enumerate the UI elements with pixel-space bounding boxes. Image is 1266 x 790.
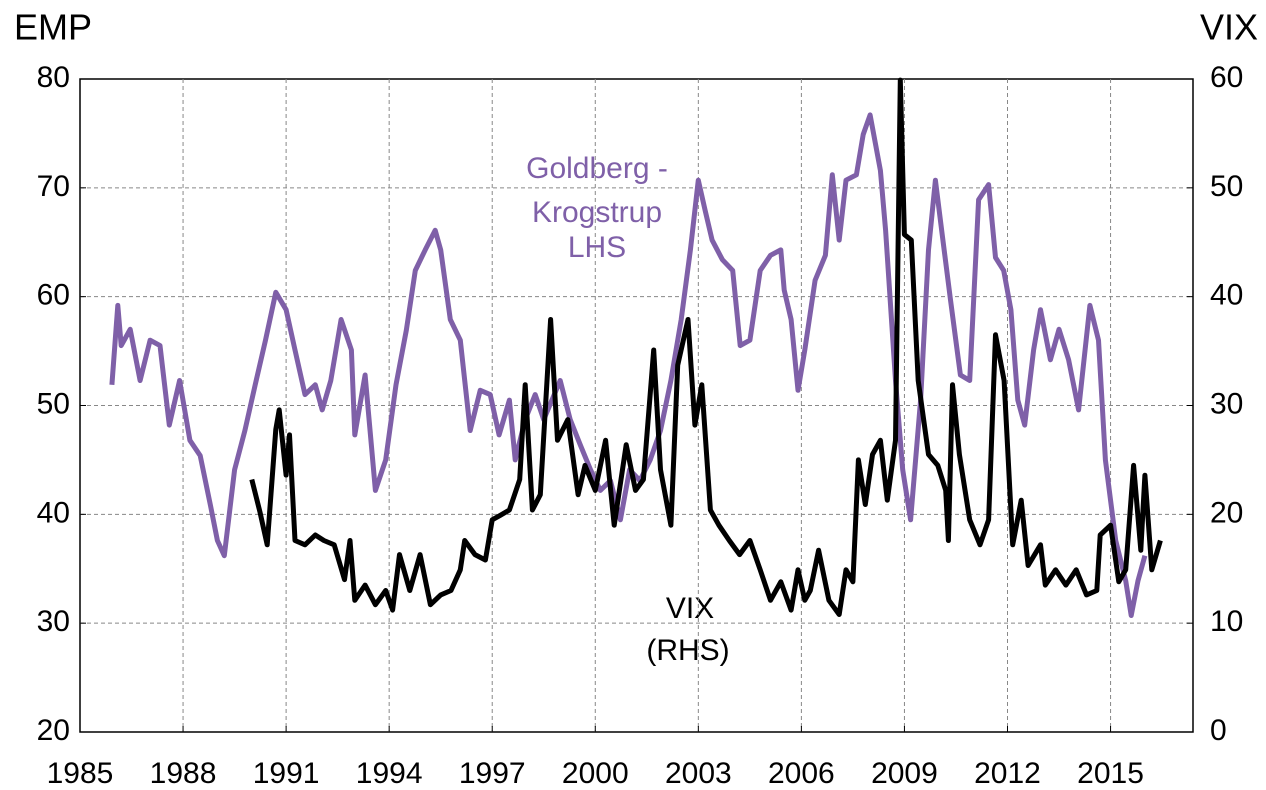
x-tick-label: 1994 — [356, 757, 423, 790]
y-tick-label: 80 — [37, 61, 70, 94]
y-tick-label: 50 — [37, 387, 70, 420]
y-axis-title: EMP — [14, 7, 92, 48]
x-tick-label: 1988 — [150, 757, 217, 790]
annotation: Goldberg - — [526, 152, 668, 185]
y2-tick-label: 40 — [1210, 279, 1243, 312]
y2-tick-label: 30 — [1210, 387, 1243, 420]
x-tick-label: 1991 — [253, 757, 320, 790]
series-line — [249, 77, 1163, 617]
x-tick-label: 1997 — [459, 757, 526, 790]
y-tick-label: 40 — [37, 496, 70, 529]
x-tick-label: 2012 — [974, 757, 1041, 790]
x-tick-label: 2015 — [1077, 757, 1144, 790]
y-tick-label: 70 — [37, 170, 70, 203]
y2-tick-label: 60 — [1210, 61, 1243, 94]
x-tick-label: 1985 — [47, 757, 114, 790]
x-tick-label: 2006 — [768, 757, 835, 790]
y2-axis-title: VIX — [1200, 7, 1258, 48]
x-tick-label: 2003 — [665, 757, 732, 790]
annotation: VIX — [666, 592, 714, 625]
x-tick-label: 2009 — [871, 757, 938, 790]
y2-tick-label: 10 — [1210, 605, 1243, 638]
annotation: Krogstrup — [532, 196, 662, 229]
y2-tick-label: 20 — [1210, 496, 1243, 529]
y2-tick-label: 0 — [1210, 714, 1227, 747]
annotation: LHS — [568, 231, 626, 264]
y-tick-label: 20 — [37, 714, 70, 747]
annotation: (RHS) — [646, 634, 729, 667]
y-tick-label: 30 — [37, 605, 70, 638]
y-tick-label: 60 — [37, 279, 70, 312]
y2-tick-label: 50 — [1210, 170, 1243, 203]
x-tick-label: 2000 — [562, 757, 629, 790]
